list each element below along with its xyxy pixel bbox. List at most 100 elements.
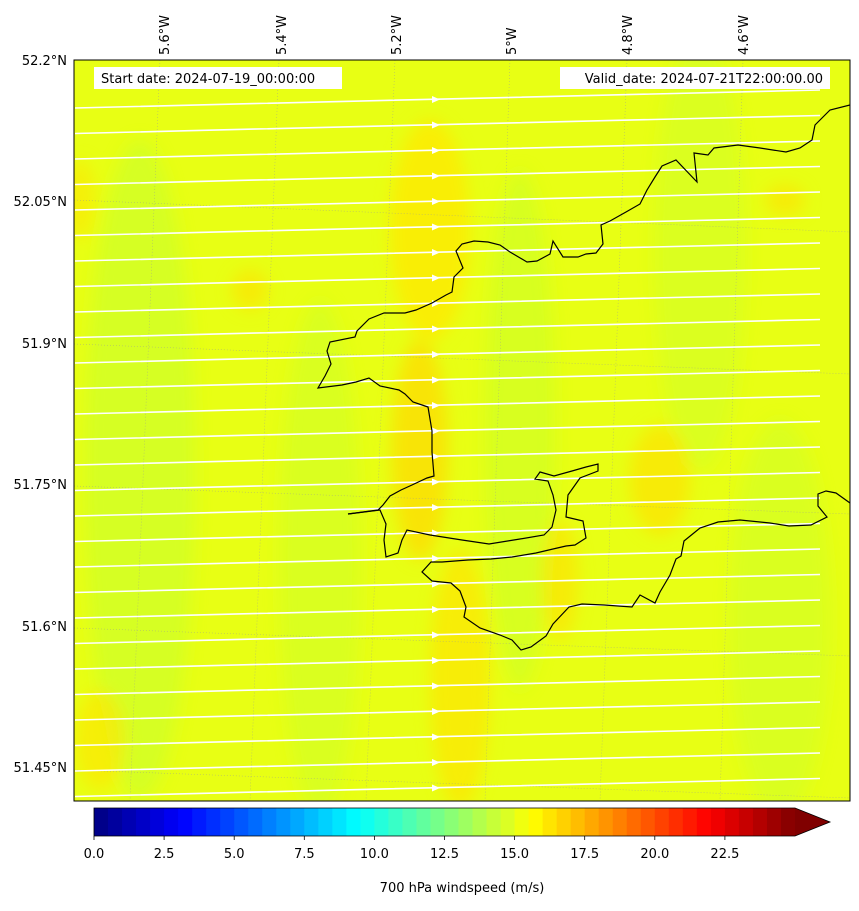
streamline-arrow	[432, 606, 440, 614]
streamline	[74, 777, 821, 798]
colorbar-segment	[360, 808, 375, 836]
streamline-arrow	[432, 529, 440, 537]
colorbar-segment	[164, 808, 179, 836]
colorbar-segment	[710, 808, 726, 836]
colorbar-segment	[346, 808, 361, 836]
colorbar-segment	[668, 808, 684, 836]
colorbar-segment	[612, 808, 628, 836]
graticule-line	[74, 343, 850, 375]
streamline	[74, 752, 821, 772]
streamline	[74, 267, 821, 288]
streamline	[74, 675, 821, 696]
streamline	[74, 89, 821, 109]
colorbar-tick-label: 22.5	[710, 847, 739, 862]
valid-date-label: Valid_date: 2024-07-21T22:00:00.00	[585, 72, 823, 87]
colorbar-extend-arrow	[795, 808, 830, 836]
colorbar-segment	[150, 808, 165, 836]
colorbar-outline	[93, 807, 832, 837]
colorbar-ticks: 0.0 2.5 5.0 7.5 10.0 12.5 15.0 17.5 20.0 22.5	[84, 836, 739, 862]
colorbar-segment	[206, 808, 221, 836]
graticule-line	[599, 60, 628, 801]
lon-label: 4.8°W	[621, 15, 636, 55]
colorbar-tick-label: 15.0	[500, 847, 529, 862]
colorbar-segment	[444, 808, 460, 836]
streamline-arrow	[432, 121, 440, 129]
colorbar-segment	[374, 808, 390, 836]
colorbar-tick-label: 20.0	[640, 847, 669, 862]
graticule-line	[74, 627, 850, 657]
latitude-labels: 52.2°N 52.05°N 51.9°N 51.75°N 51.6°N 51.…	[14, 54, 67, 776]
lon-label: 5.6°W	[158, 15, 173, 55]
colorbar: 0.0 2.5 5.0 7.5 10.0 12.5 15.0 17.5 20.0 22.5 700…	[84, 807, 832, 896]
colorbar-segment	[290, 808, 305, 836]
streamline-arrow	[432, 682, 440, 690]
streamline-arrow	[432, 708, 440, 716]
streamline-arrow	[432, 631, 440, 639]
streamline-arrow	[432, 96, 440, 104]
colorbar-segment	[780, 808, 796, 836]
colorbar-segment	[486, 808, 502, 836]
colorbar-tick-label: 7.5	[294, 847, 315, 862]
colorbar-segment	[752, 808, 768, 836]
streamline-arrow	[432, 580, 440, 588]
graticule-line	[484, 60, 511, 801]
colorbar-segment	[402, 808, 418, 836]
graticule-line	[365, 60, 396, 801]
colorbar-segment	[416, 808, 432, 836]
streamline	[74, 446, 821, 466]
graticule-line	[129, 60, 161, 801]
colorbar-segment	[262, 808, 277, 836]
colorbar-segment	[584, 808, 600, 836]
colorbar-segment	[724, 808, 740, 836]
colorbar-tick-label: 12.5	[430, 847, 459, 862]
colorbar-segment	[318, 808, 333, 836]
streamline-arrow	[432, 172, 440, 180]
lon-label: 5.4°W	[275, 15, 290, 55]
colorbar-segment	[514, 808, 530, 836]
start-date-box	[94, 67, 342, 89]
colorbar-segment	[276, 808, 291, 836]
colorbar-segment	[108, 808, 123, 836]
streamline	[74, 497, 821, 517]
graticule-line	[74, 485, 850, 515]
coastline-west-peninsula	[347, 463, 850, 651]
longitude-labels: 5.6°W 5.4°W 5.2°W 5°W 4.8°W 4.6°W	[158, 15, 752, 55]
colorbar-segment	[234, 808, 249, 836]
colorbar-segment	[696, 808, 712, 836]
lat-label: 51.9°N	[22, 337, 67, 352]
streamline	[74, 548, 821, 568]
lon-label: 5.2°W	[390, 15, 405, 55]
lon-label: 5°W	[505, 27, 520, 55]
streamline	[74, 165, 821, 186]
colorbar-segment	[640, 808, 656, 836]
colorbar-segment	[472, 808, 488, 836]
streamline	[74, 599, 821, 619]
streamline-arrow	[432, 376, 440, 384]
colorbar-segment	[248, 808, 263, 836]
colorbar-segment	[388, 808, 404, 836]
coastline	[316, 104, 850, 651]
colorbar-segment	[682, 808, 698, 836]
streamline	[74, 293, 821, 313]
colorbar-segment	[626, 808, 642, 836]
colorbar-segment	[570, 808, 586, 836]
colorbar-segment	[332, 808, 347, 836]
colorbar-tick-label: 17.5	[570, 847, 599, 862]
graticule-line	[74, 199, 850, 233]
colorbar-segment	[500, 808, 516, 836]
colorbar-segment	[556, 808, 572, 836]
streamline	[74, 573, 821, 594]
streamline-arrow	[432, 759, 440, 767]
lat-label: 52.05°N	[14, 195, 67, 210]
map-panel: Start date: 2024-07-19_00:00:00 Valid_da…	[74, 60, 850, 801]
graticule-line	[74, 769, 850, 799]
streamline-arrow	[432, 147, 440, 155]
coastline-north	[316, 104, 850, 515]
graticule-line	[249, 60, 280, 801]
streamline	[74, 344, 821, 364]
colorbar-segment	[122, 808, 137, 836]
graticule-line	[719, 60, 744, 801]
colorbar-segment	[528, 808, 544, 836]
lat-label: 51.45°N	[14, 761, 67, 776]
